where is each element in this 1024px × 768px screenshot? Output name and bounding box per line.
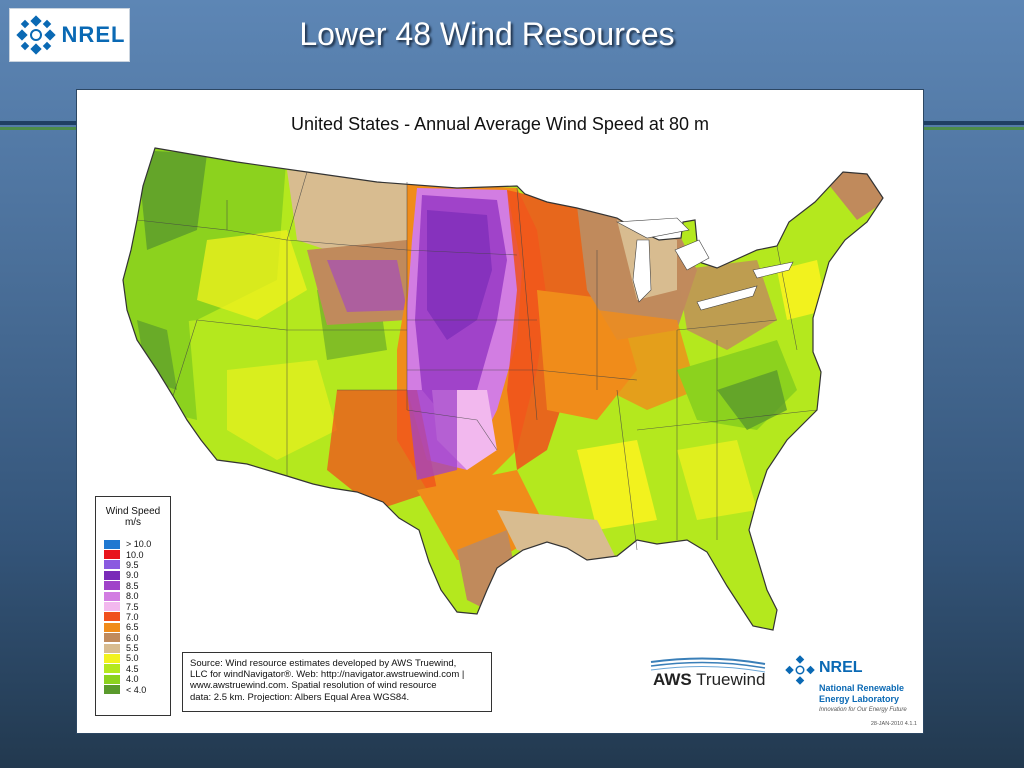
legend-label: > 10.0	[126, 539, 152, 550]
aws-logo-part1: AWS	[653, 670, 692, 689]
legend-label: 8.5	[126, 580, 139, 591]
legend-swatch	[104, 581, 120, 591]
legend-item: < 4.0	[104, 684, 151, 695]
legend-item: 5.0	[104, 653, 151, 663]
legend-swatch	[104, 653, 120, 663]
lake-huron	[674, 239, 710, 271]
lake-superior	[615, 217, 690, 239]
legend-swatch	[104, 674, 120, 684]
source-line-2: LLC for windNavigator®. Web: http://navi…	[190, 669, 465, 681]
legend-swatch	[104, 602, 120, 612]
legend-item: 9.5	[104, 560, 151, 570]
legend-item: 7.5	[104, 601, 151, 612]
source-line-3: www.awstruewind.com. Spatial resolution …	[190, 680, 437, 692]
aws-truewind-swoosh-icon	[650, 657, 766, 673]
legend-label: 7.0	[126, 611, 139, 622]
legend-label: 9.5	[126, 559, 139, 570]
legend-swatch	[104, 539, 120, 549]
legend-label: 8.0	[126, 591, 139, 602]
legend-swatch	[104, 570, 120, 580]
legend-label: 5.5	[126, 643, 139, 654]
lake-michigan	[632, 239, 652, 303]
legend-item: 5.5	[104, 643, 151, 653]
legend-item: 8.0	[104, 591, 151, 601]
legend-label: 5.0	[126, 653, 139, 664]
lake-ontario	[752, 261, 794, 279]
aws-truewind-logo: AWS Truewind	[653, 670, 765, 690]
nrel-name-line2: Energy Laboratory	[819, 694, 900, 704]
map-date-stamp: 28-JAN-2010 4.1.1	[870, 721, 917, 727]
legend-swatch	[104, 664, 120, 674]
legend-label: 9.0	[126, 570, 139, 581]
aws-logo-part2: Truewind	[691, 670, 766, 689]
nrel-full-name: National Renewable Energy Laboratory	[819, 683, 904, 705]
legend-item: 7.0	[104, 612, 151, 622]
us-wind-map	[122, 147, 884, 631]
source-line-4: data: 2.5 km. Projection: Albers Equal A…	[190, 691, 410, 703]
legend-list: > 10.0 10.0 9.5 9.0 8.5 8.0 7.5 7.0 6.5 6.0 5.5 5.0…	[104, 539, 151, 695]
source-line-1: Source: Wind resource estimates develope…	[190, 658, 457, 669]
legend-item: 8.5	[104, 581, 151, 591]
legend-title: Wind Speed m/s	[96, 506, 170, 528]
nrel-emblem-icon	[15, 15, 56, 55]
legend-label: < 4.0	[126, 684, 147, 695]
legend-item: 4.5	[104, 664, 151, 674]
legend-item: 6.0	[104, 633, 151, 643]
map-title: United States - Annual Average Wind Spee…	[291, 114, 709, 134]
nrel-map-logo-text: NREL	[819, 659, 863, 676]
legend-swatch	[104, 643, 120, 653]
nrel-tagline: Innovation for Our Energy Future	[819, 707, 907, 713]
source-note: Source: Wind resource estimates develope…	[182, 652, 492, 712]
nrel-name-line1: National Renewable	[819, 683, 905, 693]
legend-item: 6.5	[104, 622, 151, 632]
legend-title-line1: Wind Speed	[105, 506, 161, 517]
legend-item: 4.0	[104, 674, 151, 684]
nrel-logo: NREL	[9, 8, 130, 62]
legend-title-line2: m/s	[124, 517, 142, 528]
legend-swatch	[104, 612, 120, 622]
legend-swatch	[104, 560, 120, 570]
legend-swatch	[104, 633, 120, 643]
slide-title: Lower 48 Wind Resources	[299, 16, 675, 52]
legend-item: 9.0	[104, 570, 151, 580]
legend-swatch	[104, 685, 120, 695]
legend-label: 10.0	[126, 549, 144, 560]
legend-label: 4.0	[126, 674, 139, 685]
legend-label: 6.0	[126, 632, 139, 643]
legend-label: 7.5	[126, 601, 139, 612]
nrel-emblem-small-icon	[785, 655, 815, 685]
legend-label: 6.5	[126, 622, 139, 633]
nrel-logo-text: NREL	[61, 22, 126, 47]
wind-map-panel: United States - Annual Average Wind Spee…	[76, 89, 924, 734]
legend-item: > 10.0	[104, 539, 151, 549]
legend-swatch	[104, 550, 120, 560]
legend-label: 4.5	[126, 663, 139, 674]
lake-erie	[696, 285, 758, 311]
legend-item: 10.0	[104, 549, 151, 560]
legend-swatch	[104, 622, 120, 632]
wind-speed-legend: Wind Speed m/s > 10.0 10.0 9.5 9.0 8.5 8.0 7.5…	[95, 496, 171, 716]
legend-swatch	[104, 591, 120, 601]
